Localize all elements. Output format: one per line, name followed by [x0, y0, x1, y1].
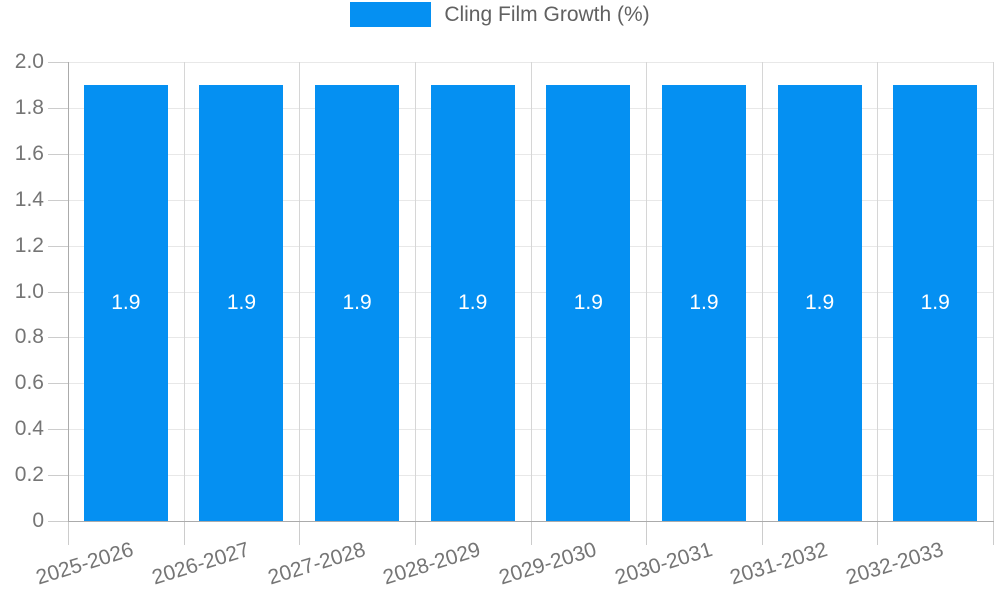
y-axis-tick — [48, 475, 68, 477]
bar[interactable]: 1.9 — [83, 84, 168, 521]
y-axis-tick — [48, 245, 68, 247]
y-axis-tick — [48, 383, 68, 385]
y-axis-tick — [48, 107, 68, 109]
gridline-vertical — [761, 62, 763, 521]
y-axis-label: 1.2 — [14, 233, 44, 257]
legend-label: Cling Film Growth (%) — [444, 2, 650, 26]
bar-value-label: 1.9 — [342, 290, 372, 314]
x-axis-label: 2029-2030 — [496, 538, 600, 590]
y-axis-label: 1.6 — [14, 141, 44, 165]
y-axis-label: 1.0 — [14, 279, 44, 303]
x-axis-tick — [68, 521, 69, 545]
y-axis-label: 1.8 — [14, 95, 44, 119]
x-axis-label: 2028-2029 — [380, 538, 484, 590]
x-axis-tick — [993, 521, 994, 545]
x-axis-tick — [414, 521, 416, 545]
bar[interactable]: 1.9 — [430, 84, 515, 521]
x-axis-label: 2026-2027 — [149, 538, 253, 590]
bar[interactable]: 1.9 — [546, 84, 631, 521]
bar-value-label: 1.9 — [920, 290, 950, 314]
x-axis-tick — [877, 521, 879, 545]
y-axis-tick — [48, 521, 68, 522]
y-axis-tick — [48, 153, 68, 155]
gridline-vertical — [299, 62, 301, 521]
x-axis-label: 2025-2026 — [33, 538, 137, 590]
bar[interactable]: 1.9 — [777, 84, 862, 521]
gridline-vertical — [877, 62, 879, 521]
y-axis-label: 1.4 — [14, 187, 44, 211]
bar-value-label: 1.9 — [111, 290, 141, 314]
gridline-vertical — [530, 62, 532, 521]
y-axis-tick — [48, 291, 68, 293]
gridline-vertical — [993, 62, 994, 521]
bar-value-label: 1.9 — [458, 290, 488, 314]
x-axis-tick — [530, 521, 532, 545]
x-axis-tick — [299, 521, 301, 545]
x-axis-label: 2031-2032 — [727, 538, 831, 590]
x-axis-tick — [183, 521, 185, 545]
x-axis-label: 2032-2033 — [843, 538, 946, 590]
bar-value-label: 1.9 — [226, 290, 257, 314]
bar-value-label: 1.9 — [689, 290, 719, 314]
bar[interactable]: 1.9 — [893, 84, 978, 521]
y-axis-tick — [48, 429, 68, 431]
y-axis-label: 0.6 — [14, 371, 44, 395]
legend[interactable]: Cling Film Growth (%) — [0, 0, 1000, 28]
legend-swatch-icon — [350, 1, 432, 27]
x-axis-tick — [646, 521, 648, 545]
y-axis-label: 0.4 — [14, 417, 44, 441]
y-axis-label: 2.0 — [14, 50, 44, 73]
y-axis-line — [68, 62, 69, 521]
bar[interactable]: 1.9 — [199, 84, 284, 521]
gridline-vertical — [414, 62, 416, 521]
y-axis-tick — [48, 199, 68, 201]
y-axis-label: 0 — [32, 509, 44, 532]
bar-value-label: 1.9 — [804, 290, 835, 314]
x-axis-label: 2027-2028 — [265, 538, 368, 590]
x-axis-tick — [761, 521, 763, 545]
bar[interactable]: 1.9 — [315, 84, 400, 521]
gridline-vertical — [183, 62, 185, 521]
x-axis-line — [68, 521, 994, 522]
bar[interactable]: 1.9 — [661, 84, 746, 521]
bar-value-label: 1.9 — [573, 290, 603, 314]
y-axis-label: 0.8 — [14, 325, 44, 349]
y-axis-tick — [48, 337, 68, 339]
y-axis-label: 0.2 — [14, 463, 44, 487]
y-axis-tick — [48, 62, 68, 63]
x-axis-label: 2030-2031 — [611, 538, 715, 590]
gridline-vertical — [646, 62, 648, 521]
